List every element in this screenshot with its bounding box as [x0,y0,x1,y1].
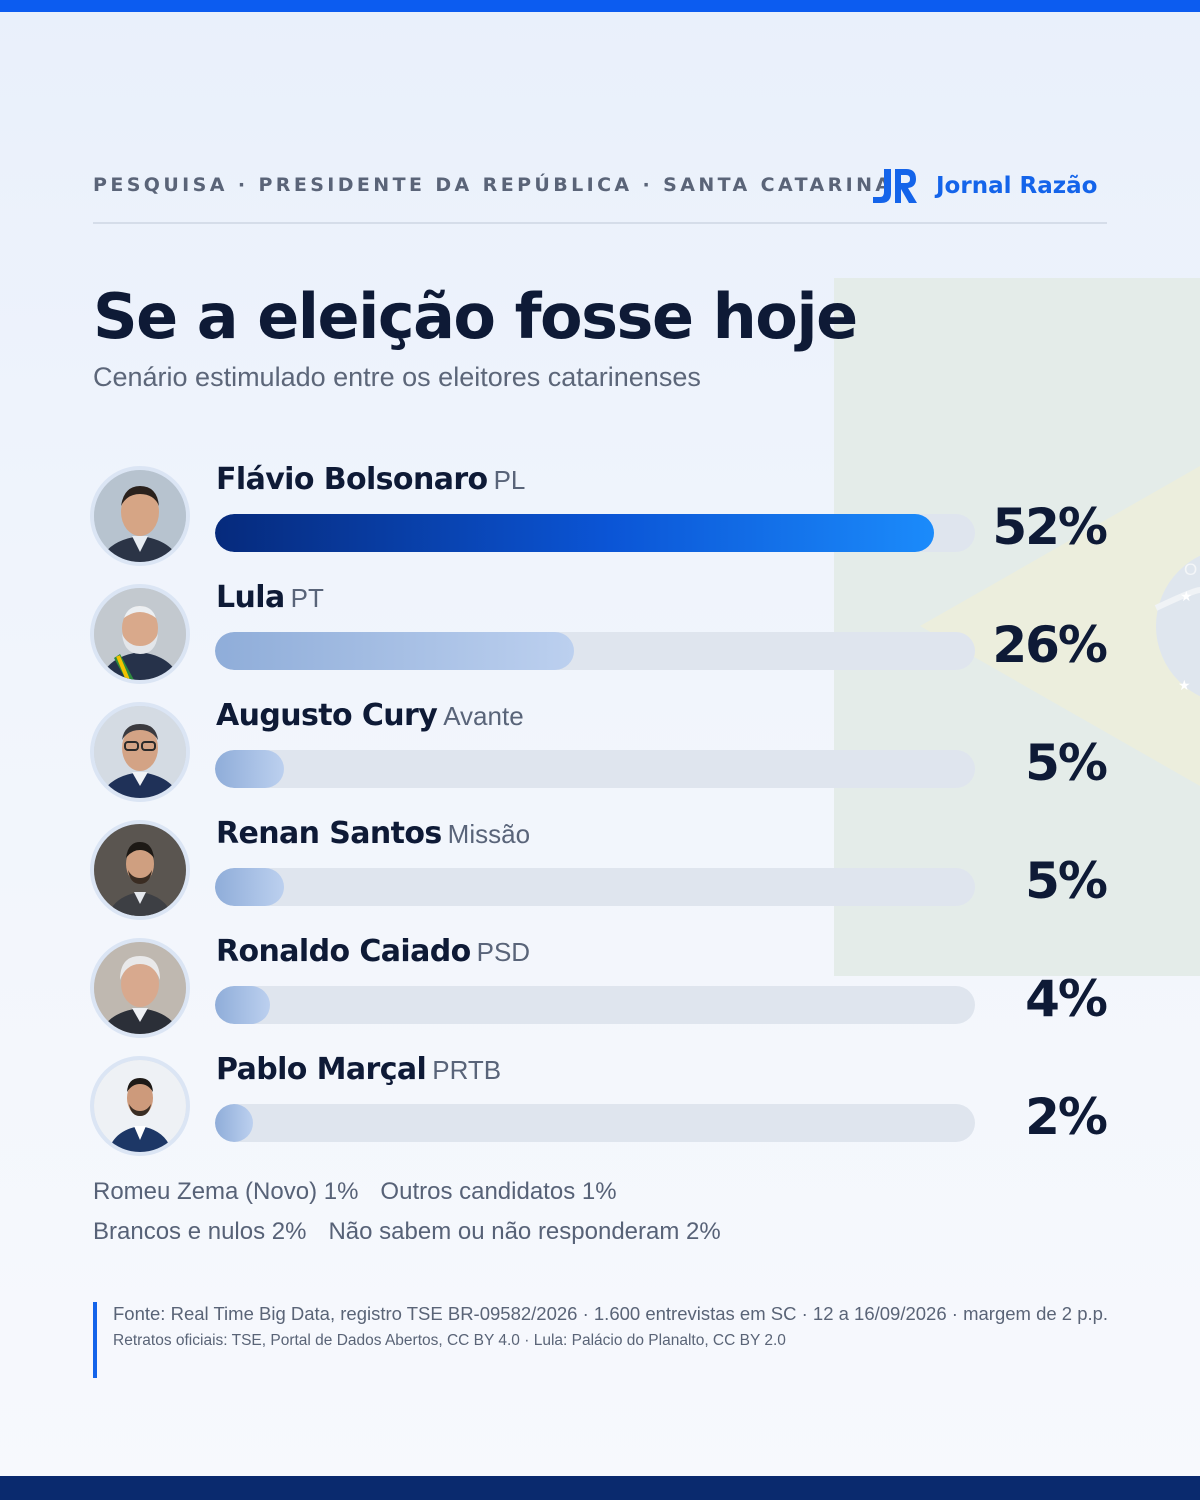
source-note: Fonte: Real Time Big Data, registro TSE … [113,1303,1109,1324]
other-result: Brancos e nulos 2% [93,1218,307,1245]
bar-track [215,1104,975,1142]
photo-credits: Retratos oficiais: TSE, Portal de Dados … [113,1332,786,1349]
candidate-row: Ronaldo Caiado PSD 4% [0,934,1200,1056]
avatar-pablo-marcal [90,1056,190,1156]
candidate-name: Renan Santos Missão [216,816,531,851]
bar-track [215,986,975,1024]
bar-value-label: 26% [992,616,1108,674]
candidate-row: Flávio Bolsonaro PL 52% [0,462,1200,584]
svg-text:★: ★ [1180,589,1193,605]
jr-logo-icon [873,169,917,203]
candidate-party: Avante [443,701,524,731]
candidate-name: Ronaldo Caiado PSD [216,934,531,969]
page-subtitle: Cenário estimulado entre os eleitores ca… [93,362,701,392]
candidate-row: Augusto Cury Avante 5% [0,698,1200,820]
candidate-name: Lula PT [216,580,324,615]
candidate-name: Augusto Cury Avante [216,698,524,733]
other-results-line-1: Romeu Zema (Novo) 1% Outros candidatos 1% [93,1178,639,1206]
candidate-party: Missão [447,819,531,849]
bar [215,868,284,906]
brazil-flag-decoration: O ★ ★ [834,278,1200,976]
top-accent-bar [0,0,1200,12]
section-kicker: PESQUISA · PRESIDENTE DA REPÚBLICA · SAN… [93,174,894,196]
bar-track [215,750,975,788]
avatar-renan-santos [90,820,190,920]
avatar-lula [90,584,190,684]
svg-text:★: ★ [1178,678,1191,694]
candidate-row: Lula PT 26% [0,580,1200,702]
bar-track [215,632,975,670]
bar-value-label: 5% [1025,734,1108,792]
other-result: Romeu Zema (Novo) 1% [93,1178,359,1205]
bottom-accent-bar [0,1476,1200,1500]
candidate-row: Pablo Marçal PRTB 2% [0,1052,1200,1174]
bar-value-label: 5% [1025,852,1108,910]
other-results-line-2: Brancos e nulos 2% Não sabem ou não respo… [93,1218,743,1246]
flag-motto-letter: O [1184,560,1197,579]
bar-value-label: 2% [1025,1088,1108,1146]
brand-logo[interactable]: Jornal Razão [872,166,1097,206]
candidate-party: PT [290,583,324,613]
bar [215,514,934,552]
brand-name: Jornal Razão [936,173,1098,199]
candidate-party: PL [493,465,526,495]
bar-track [215,514,975,552]
candidate-name: Flávio Bolsonaro PL [216,462,526,497]
header-divider [93,222,1107,224]
avatar-augusto-cury [90,702,190,802]
page-title: Se a eleição fosse hoje [93,280,858,353]
bar-track [215,868,975,906]
bar [215,1104,253,1142]
bar [215,986,270,1024]
other-result: Outros candidatos 1% [380,1178,617,1205]
other-result: Não sabem ou não responderam 2% [328,1218,721,1245]
candidate-party: PSD [476,937,531,967]
source-accent-rule [93,1302,97,1378]
bar-value-label: 4% [1025,970,1108,1028]
bar [215,750,284,788]
bar [215,632,574,670]
avatar-flavio-bolsonaro [90,466,190,566]
candidate-name: Pablo Marçal PRTB [216,1052,502,1087]
candidate-row: Renan Santos Missão 5% [0,816,1200,938]
candidate-party: PRTB [432,1055,502,1085]
bar-value-label: 52% [992,498,1108,556]
avatar-ronaldo-caiado [90,938,190,1038]
